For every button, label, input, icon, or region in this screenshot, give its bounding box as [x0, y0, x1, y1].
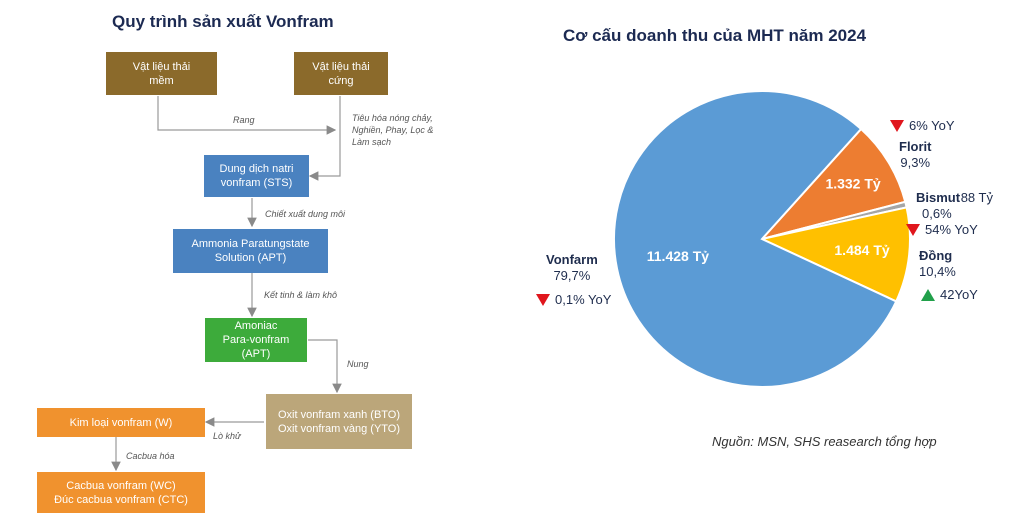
label-bismut-value: 88 Tỷ — [960, 190, 993, 205]
yoy-dong-text: 42YoY — [940, 287, 978, 302]
label-florit-name: Florit — [899, 139, 932, 154]
label-bismut: Bismut 88 Tỷ — [916, 190, 993, 206]
apt-box: Amoniac Para-vonfram (APT) — [205, 318, 307, 362]
note-roast: Rang — [233, 115, 255, 125]
data-label-1: 1.332 Tỷ — [825, 176, 880, 192]
yoy-vonfarm-text: 0,1% YoY — [555, 292, 612, 307]
arrow-digest — [308, 96, 341, 181]
label-florit-percent: 9,3% — [900, 155, 931, 170]
data-label-0: 11.428 Tỷ — [647, 248, 709, 264]
label-dong-percent: 10,4% — [919, 264, 956, 279]
yoy-dong: 42YoY — [921, 287, 978, 302]
soft-waste-box: Vật liệu thải mềm — [106, 52, 217, 95]
yoy-florit: 6% YoY — [890, 118, 955, 133]
yoy-florit-text: 6% YoY — [909, 118, 955, 133]
apt-solution-box: Ammonia Paratungstate Solution (APT) — [173, 229, 328, 273]
down-arrow-icon — [536, 293, 550, 306]
arrow-calcine — [308, 339, 342, 394]
yoy-bismut-text: 54% YoY — [925, 222, 978, 237]
label-vonfarm: Vonfarm 79,7% — [546, 252, 598, 284]
sts-box: Dung dịch natri vonfram (STS) — [204, 155, 309, 197]
note-digest: Tiêu hóa nóng chảy, Nghiền, Phay, Lọc & … — [352, 113, 434, 147]
pie-slice-0 — [613, 90, 898, 388]
oxide-box: Oxit vonfram xanh (BTO) Oxit vonfram vàn… — [266, 394, 412, 449]
note-crystal: Kết tinh & làm khô — [264, 290, 338, 300]
down-arrow-icon — [890, 119, 904, 132]
chart-title: Cơ cấu doanh thu của MHT năm 2024 — [563, 26, 867, 45]
flow-connectors — [111, 96, 342, 472]
label-dong-name: Đồng — [919, 248, 953, 263]
yoy-bismut: 54% YoY — [906, 222, 978, 237]
label-bismut-percent: 0,6% — [922, 206, 952, 221]
pie-slice-3 — [758, 206, 911, 303]
label-vonfarm-percent: 79,7% — [553, 268, 591, 283]
hard-waste-box: Vật liệu thải cứng — [294, 52, 388, 95]
pie-slice-1 — [759, 127, 907, 241]
note-calcine: Nung — [347, 359, 369, 369]
carbide-box: Cacbua vonfram (WC) Đúc cacbua vonfram (… — [37, 472, 205, 513]
data-label-3: 1.484 Tỷ — [834, 242, 889, 258]
note-extract: Chiết xuất dung môi — [265, 209, 346, 219]
metal-box: Kim loại vonfram (W) — [37, 408, 205, 437]
note-furnace: Lò khử — [213, 431, 241, 441]
source-note: Nguồn: MSN, SHS reasearch tổng hợp — [712, 434, 937, 449]
arrow-roast — [157, 96, 337, 135]
up-arrow-icon — [921, 288, 935, 301]
yoy-vonfarm: 0,1% YoY — [536, 292, 611, 307]
flow-title: Quy trình sản xuất Vonfram — [112, 12, 334, 31]
down-arrow-icon — [906, 223, 920, 236]
label-florit: Florit 9,3% — [899, 139, 932, 171]
label-bismut-name: Bismut — [916, 190, 961, 205]
label-dong: Đồng 10,4% — [919, 248, 956, 280]
note-carburize: Cacbua hóa — [126, 451, 175, 461]
label-vonfarm-name: Vonfarm — [546, 252, 598, 267]
